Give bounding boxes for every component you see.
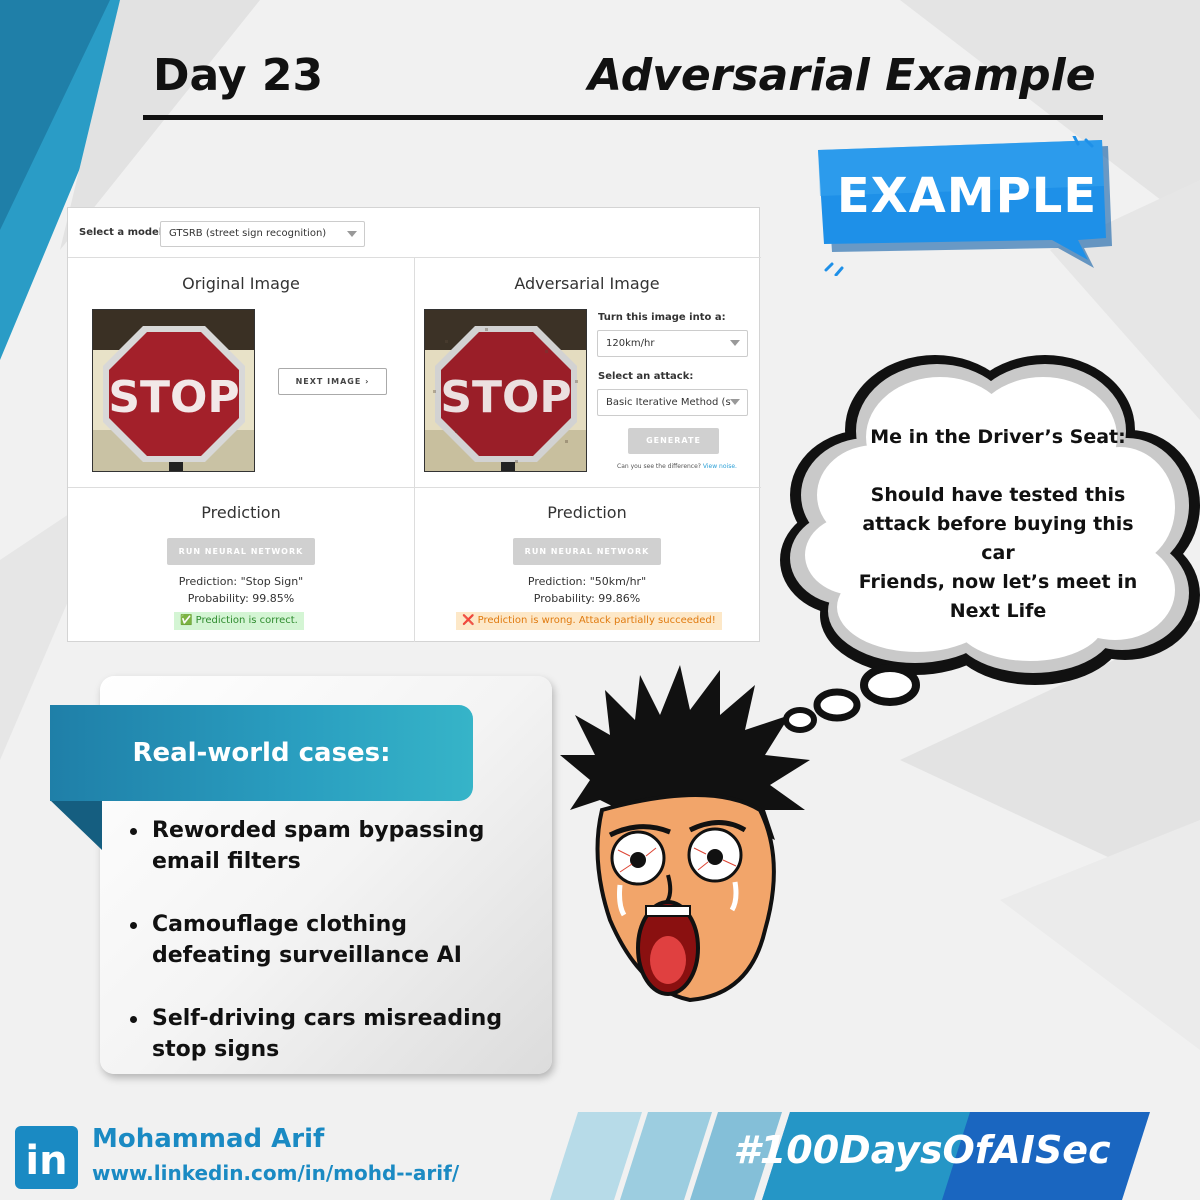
model-label: Select a model: <box>79 227 167 238</box>
example-badge-shape <box>818 136 1112 276</box>
chevron-down-icon <box>730 399 740 405</box>
column-divider <box>414 258 415 642</box>
attack-value: Basic Iterative Method (st <box>606 397 731 408</box>
run-neural-network-button-right[interactable]: RUN NEURAL NETWORK <box>513 538 661 565</box>
author-profile-link[interactable]: www.linkedin.com/in/mohd--arif/ <box>92 1161 460 1185</box>
cases-list: Reworded spam bypassing email filters Ca… <box>130 815 530 1097</box>
sign-text: STOP <box>440 372 571 423</box>
target-class-label: Turn this image into a: <box>598 312 726 323</box>
original-image-heading: Original Image <box>182 274 300 293</box>
linkedin-icon[interactable]: in <box>15 1126 78 1189</box>
view-noise-link[interactable]: View noise. <box>702 463 737 470</box>
generate-button[interactable]: GENERATE <box>628 428 719 454</box>
list-item: Self-driving cars misreading stop signs <box>130 1003 530 1065</box>
model-select-value: GTSRB (street sign recognition) <box>169 228 327 239</box>
adversarial-image-heading: Adversarial Image <box>514 274 660 293</box>
day-title: Day 23 <box>153 50 324 101</box>
model-select[interactable]: GTSRB (street sign recognition) <box>160 221 365 247</box>
left-prediction-text: Prediction: "Stop Sign" <box>178 575 304 588</box>
attack-label: Select an attack: <box>598 371 694 382</box>
difference-question: Can you see the difference? <box>617 463 701 470</box>
right-probability-text: Probability: 99.86% <box>533 592 641 605</box>
title-divider <box>143 115 1103 120</box>
topic-title: Adversarial Example <box>588 50 1096 101</box>
thought-cloud-text: Me in the Driver’s Seat: Should have tes… <box>850 423 1146 626</box>
thought-line-3: Friends, now let’s meet in Next Life <box>858 571 1138 622</box>
example-badge-label: EXAMPLE <box>836 168 1098 224</box>
left-probability-text: Probability: 99.85% <box>187 592 295 605</box>
target-class-select[interactable]: 120km/hr <box>597 330 748 357</box>
list-item: Camouflage clothing defeating surveillan… <box>130 909 530 971</box>
difference-note: Can you see the difference? View noise. <box>617 463 737 470</box>
banner-fold <box>50 800 102 850</box>
author-name: Mohammad Arif <box>92 1124 325 1154</box>
run-neural-network-button-left[interactable]: RUN NEURAL NETWORK <box>167 538 315 565</box>
chevron-down-icon <box>347 231 357 237</box>
thought-line-2: Should have tested this attack before bu… <box>862 484 1134 564</box>
adversarial-stop-sign-image: STOP <box>424 309 587 472</box>
thought-spacer <box>850 452 1146 481</box>
next-image-button[interactable]: NEXT IMAGE › <box>278 368 387 395</box>
cases-title: Real-world cases: <box>132 738 391 768</box>
attack-select[interactable]: Basic Iterative Method (st <box>597 389 748 416</box>
right-prediction-heading: Prediction <box>547 503 627 522</box>
row-divider <box>68 487 761 488</box>
hashtag-label: #100DaysOfAISec <box>733 1128 1111 1172</box>
original-stop-sign-image: STOP <box>92 309 255 472</box>
cases-banner <box>50 705 473 801</box>
sign-text: STOP <box>108 372 239 423</box>
model-selector-row: Select a model: GTSRB (street sign recog… <box>68 208 761 258</box>
right-prediction-text: Prediction: "50km/hr" <box>527 575 647 588</box>
adversarial-demo-panel: Select a model: GTSRB (street sign recog… <box>67 207 761 642</box>
left-prediction-heading: Prediction <box>201 503 281 522</box>
chevron-down-icon <box>730 340 740 346</box>
list-item: Reworded spam bypassing email filters <box>130 815 530 877</box>
thought-line-1: Me in the Driver’s Seat: <box>870 426 1126 448</box>
correct-result-badge: ✅ Prediction is correct. <box>174 612 304 630</box>
target-class-value: 120km/hr <box>606 338 655 349</box>
hashtag-banner-stripes <box>550 1112 1150 1200</box>
screaming-character-illustration <box>560 665 810 1003</box>
wrong-result-badge: ❌ Prediction is wrong. Attack partially … <box>456 612 722 630</box>
thought-cloud <box>780 355 1200 733</box>
